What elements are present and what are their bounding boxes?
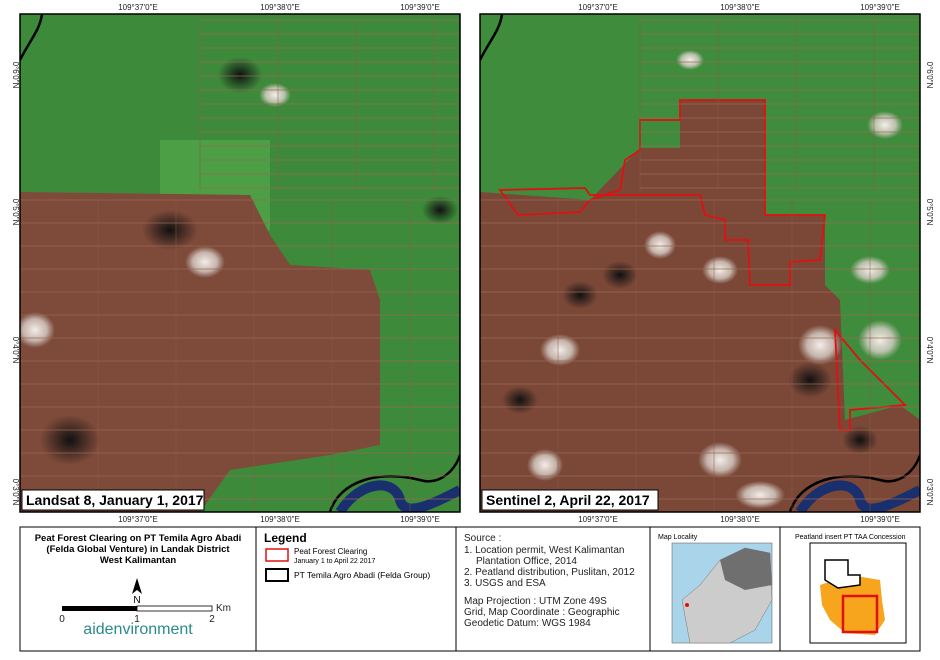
panel-label-box	[481, 489, 659, 511]
longitude-label: 109°38'0"E	[720, 3, 760, 12]
landsat-image	[20, 14, 460, 512]
legend-label: PT Temila Agro Abadi (Felda Group)	[294, 570, 430, 580]
north-label: N	[133, 595, 140, 606]
longitude-label: 109°39'0"E	[400, 515, 440, 524]
projection-line: Map Projection : UTM Zone 49S	[464, 596, 607, 607]
source-line: 1. Location permit, West Kalimantan	[464, 545, 624, 556]
legend-swatch	[265, 568, 289, 582]
title-line: Peat Forest Clearing on PT Temila Agro A…	[35, 533, 242, 544]
longitude-label: 109°38'0"E	[260, 3, 300, 12]
latitude-label: 0°3'0"N	[11, 479, 20, 506]
scale-tick: 0	[59, 614, 65, 625]
scale-tick: 1	[134, 614, 140, 625]
scale-unit: Km	[216, 603, 231, 614]
scale-bar	[62, 606, 137, 611]
latitude-label: 0°6'0"N	[925, 62, 934, 89]
panel-frame	[19, 13, 461, 513]
panel-label-box	[21, 489, 205, 511]
source-title: Source :	[464, 533, 501, 544]
latitude-label: 0°3'0"N	[925, 479, 934, 506]
inset-title: Map Locality	[658, 534, 698, 541]
panel-label: Landsat 8, January 1, 2017	[26, 492, 204, 508]
longitude-label: 109°37'0"E	[578, 515, 618, 524]
sentinel-image	[480, 14, 920, 512]
longitude-label: 109°37'0"E	[118, 515, 158, 524]
scale-bar	[136, 605, 213, 612]
legend-title: Legend	[264, 531, 307, 545]
latitude-label: 0°5'0"N	[925, 199, 934, 226]
longitude-label: 109°37'0"E	[118, 3, 158, 12]
logo: aidenvironment	[83, 621, 193, 638]
longitude-label: 109°39'0"E	[400, 3, 440, 12]
legend-sublabel: January 1 to April 22 2017	[294, 558, 375, 565]
panel-frame	[479, 13, 921, 513]
longitude-label: 109°38'0"E	[260, 515, 300, 524]
latitude-label: 0°4'0"N	[925, 337, 934, 364]
latitude-label: 0°6'0"N	[11, 62, 20, 89]
panel-label: Sentinel 2, April 22, 2017	[486, 492, 650, 508]
scale-tick: 2	[209, 614, 215, 625]
source-line: 2. Peatland distribution, Puslitan, 2012	[464, 567, 635, 578]
clearing-extent	[841, 594, 879, 634]
north-arrow	[132, 578, 142, 594]
peatland-area	[820, 575, 885, 635]
latitude-label: 0°5'0"N	[11, 199, 20, 226]
borneo-north	[720, 548, 772, 590]
title-line: (Felda Global Venture) in Landak Distric…	[46, 544, 230, 555]
locality-dot	[685, 603, 689, 607]
legend-label: Peat Forest Clearing	[294, 547, 367, 556]
title-line: West Kalimantan	[100, 555, 177, 566]
concession	[824, 559, 861, 589]
longitude-label: 109°38'0"E	[720, 515, 760, 524]
longitude-label: 109°37'0"E	[578, 3, 618, 12]
longitude-label: 109°39'0"E	[860, 515, 900, 524]
source-line: Plantation Office, 2014	[476, 556, 577, 567]
source-line: 3. USGS and ESA	[464, 578, 546, 589]
graticule-labels: 109°37'0"E 109°37'0"E 109°37'0"E 109°37'0"E…	[11, 3, 934, 524]
inset-title: Peatland insert PT TAA Concession	[795, 534, 906, 541]
latitude-label: 0°4'0"N	[11, 337, 20, 364]
projection-line: Grid, Map Coordinate : Geographic	[464, 607, 620, 618]
projection-line: Geodetic Datum: WGS 1984	[464, 618, 591, 629]
longitude-label: 109°39'0"E	[860, 3, 900, 12]
clearing-polygon	[498, 99, 827, 286]
legend-swatch	[265, 548, 289, 562]
